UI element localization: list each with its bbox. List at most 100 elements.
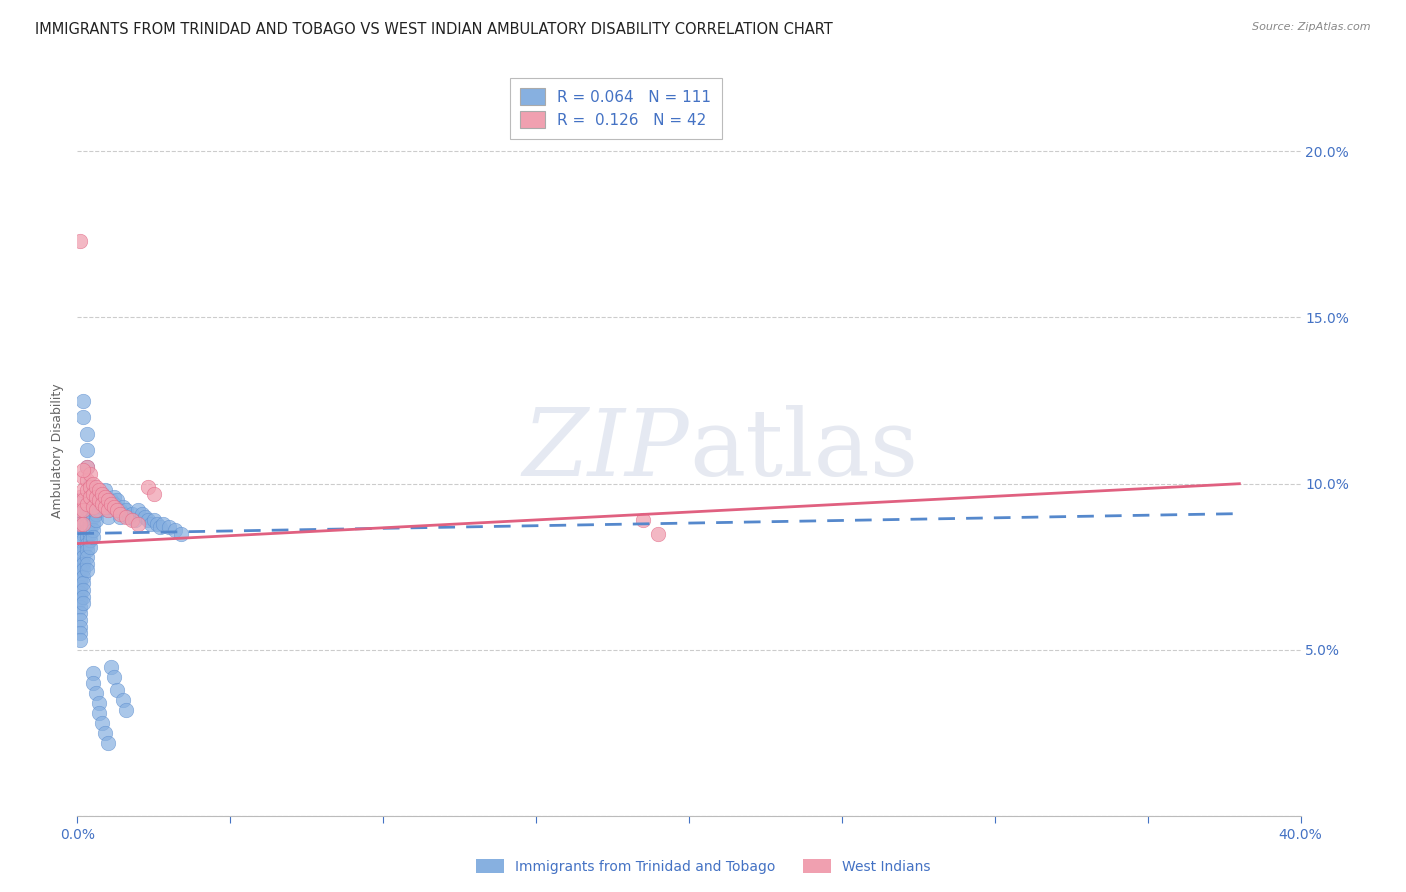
Point: [69, 493, 91, 508]
Point: [90, 486, 112, 500]
Point: [87, 497, 110, 511]
Point: [72, 533, 94, 548]
Point: [79, 540, 101, 554]
Point: [76, 460, 98, 475]
Point: [79, 520, 101, 534]
Point: [84, 500, 107, 514]
Point: [108, 507, 131, 521]
Point: [100, 497, 122, 511]
Point: [76, 557, 98, 571]
Point: [127, 503, 149, 517]
Point: [82, 530, 104, 544]
Point: [108, 503, 131, 517]
Point: [72, 596, 94, 610]
Point: [82, 500, 104, 514]
Point: [72, 563, 94, 577]
Point: [90, 716, 112, 731]
Text: atlas: atlas: [689, 406, 918, 495]
Point: [69, 599, 91, 614]
Point: [72, 516, 94, 531]
Point: [142, 486, 165, 500]
Point: [100, 659, 122, 673]
Point: [72, 583, 94, 598]
Point: [90, 493, 112, 508]
Point: [72, 526, 94, 541]
Point: [94, 490, 117, 504]
Point: [76, 536, 98, 550]
Point: [87, 696, 110, 710]
Point: [76, 516, 98, 531]
Point: [118, 510, 141, 524]
Point: [82, 497, 104, 511]
Point: [121, 507, 143, 521]
Point: [76, 426, 98, 441]
Point: [131, 507, 153, 521]
Point: [124, 513, 146, 527]
Text: Source: ZipAtlas.com: Source: ZipAtlas.com: [1253, 22, 1371, 32]
Point: [87, 493, 110, 508]
Point: [82, 476, 104, 491]
Point: [79, 513, 101, 527]
Point: [72, 570, 94, 584]
Point: [112, 693, 135, 707]
Point: [87, 706, 110, 720]
Point: [152, 516, 174, 531]
Point: [97, 510, 120, 524]
Point: [90, 500, 112, 514]
Point: [79, 467, 101, 481]
Point: [76, 503, 98, 517]
Point: [112, 507, 135, 521]
Point: [136, 480, 159, 494]
Point: [72, 516, 94, 531]
Point: [103, 500, 125, 514]
Point: [84, 507, 107, 521]
Point: [69, 490, 91, 504]
Point: [69, 573, 91, 587]
Point: [76, 510, 98, 524]
Point: [82, 516, 104, 531]
Point: [149, 520, 172, 534]
Point: [105, 493, 128, 508]
Point: [100, 493, 122, 508]
Point: [69, 632, 91, 647]
Point: [170, 526, 193, 541]
Point: [84, 493, 107, 508]
Point: [79, 480, 101, 494]
Point: [69, 523, 91, 537]
Point: [76, 497, 98, 511]
Point: [139, 516, 162, 531]
Point: [69, 607, 91, 621]
Point: [97, 497, 120, 511]
Point: [136, 513, 159, 527]
Point: [103, 497, 125, 511]
Point: [100, 500, 122, 514]
Point: [76, 549, 98, 564]
Point: [82, 510, 104, 524]
Point: [72, 393, 94, 408]
Point: [72, 410, 94, 425]
Y-axis label: Ambulatory Disability: Ambulatory Disability: [51, 384, 65, 517]
Point: [76, 443, 98, 458]
Point: [87, 490, 110, 504]
Point: [94, 490, 117, 504]
Point: [84, 513, 107, 527]
Point: [82, 503, 104, 517]
Point: [72, 549, 94, 564]
Point: [84, 490, 107, 504]
Point: [72, 493, 94, 508]
Point: [72, 557, 94, 571]
Point: [115, 510, 138, 524]
Point: [69, 516, 91, 531]
Point: [82, 486, 104, 500]
Legend: Immigrants from Trinidad and Tobago, West Indians: Immigrants from Trinidad and Tobago, Wes…: [468, 852, 938, 880]
Point: [79, 533, 101, 548]
Point: [69, 547, 91, 561]
Point: [105, 503, 128, 517]
Point: [69, 620, 91, 634]
Point: [647, 526, 669, 541]
Point: [82, 676, 104, 690]
Point: [157, 520, 180, 534]
Point: [72, 503, 94, 517]
Point: [79, 500, 101, 514]
Point: [105, 682, 128, 697]
